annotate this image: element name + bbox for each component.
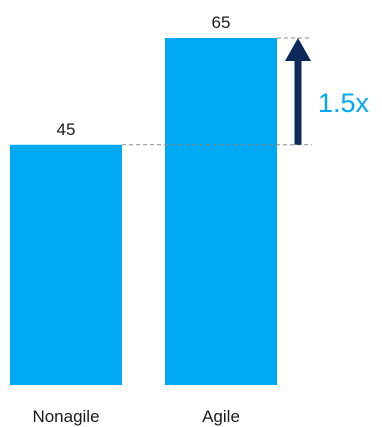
bar-agile xyxy=(165,38,277,385)
data-label-nonagile: 45 xyxy=(57,120,76,139)
growth-annotation: 1.5x xyxy=(318,88,370,118)
data-label-agile: 65 xyxy=(212,13,231,32)
bar-nonagile xyxy=(10,144,122,385)
growth-arrow-head xyxy=(285,38,311,61)
category-label-agile: Agile xyxy=(202,407,240,426)
category-label-nonagile: Nonagile xyxy=(32,407,99,426)
